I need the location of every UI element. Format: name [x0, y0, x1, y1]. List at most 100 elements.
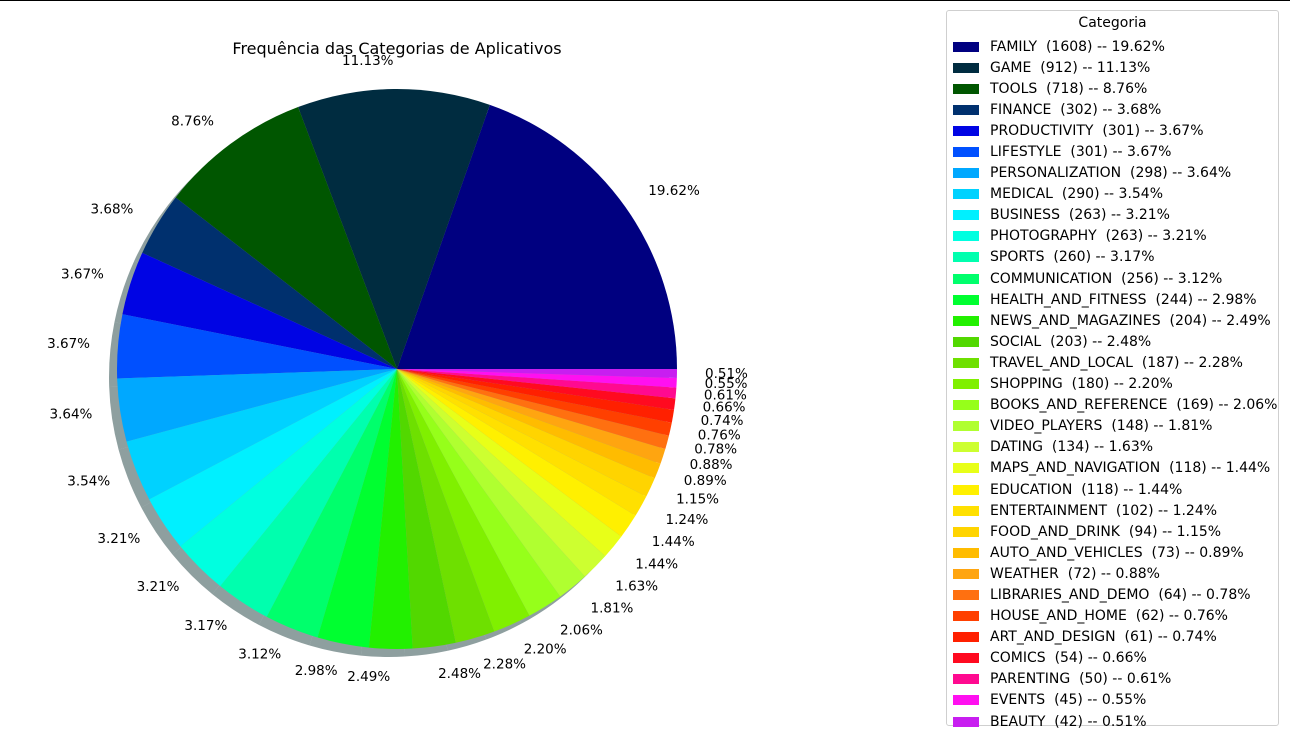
- legend-label: PARENTING (50) -- 0.61%: [990, 671, 1172, 688]
- legend-label: PRODUCTIVITY (301) -- 3.67%: [990, 122, 1204, 139]
- pie-slice-maps-and-navigation: [397, 369, 622, 557]
- pie-slice-game: [298, 89, 490, 370]
- legend-swatch: [953, 716, 979, 727]
- legend-item: PARENTING (50) -- 0.61%: [953, 669, 1277, 690]
- legend-swatch: [953, 62, 979, 73]
- legend-item: PRODUCTIVITY (301) -- 3.67%: [953, 120, 1277, 141]
- pie-chart: Frequência das Categorias de Aplicativos…: [47, 39, 748, 685]
- legend-item: DATING (134) -- 1.63%: [953, 437, 1277, 458]
- legend-swatch: [953, 463, 979, 474]
- legend-swatch: [953, 83, 979, 94]
- slice-pct-label: 19.62%: [648, 183, 700, 199]
- slice-pct-label: 3.21%: [137, 579, 180, 595]
- legend-label: FAMILY (1608) -- 19.62%: [990, 38, 1165, 55]
- legend-swatch: [953, 294, 979, 305]
- legend-swatch: [953, 632, 979, 643]
- pie-slice-social: [397, 369, 456, 649]
- legend-item: TOOLS (718) -- 8.76%: [953, 78, 1277, 99]
- pie-slice-house-and-home: [397, 369, 672, 436]
- legend-swatch: [953, 147, 979, 158]
- pie-slice-beauty: [397, 369, 677, 379]
- legend-label: GAME (912) -- 11.13%: [990, 59, 1151, 76]
- legend-label: DATING (134) -- 1.63%: [990, 439, 1154, 456]
- legend-item: EDUCATION (118) -- 1.44%: [953, 479, 1277, 500]
- legend-label: TOOLS (718) -- 8.76%: [990, 80, 1148, 97]
- legend-label: BUSINESS (263) -- 3.21%: [990, 207, 1170, 224]
- legend-label: ENTERTAINMENT (102) -- 1.24%: [990, 502, 1218, 519]
- legend-item: FINANCE (302) -- 3.68%: [953, 99, 1277, 120]
- legend-item: PHOTOGRAPHY (263) -- 3.21%: [953, 226, 1277, 247]
- legend-item: SPORTS (260) -- 3.17%: [953, 247, 1277, 268]
- pie-slice-libraries-and-demo: [397, 369, 669, 450]
- slice-pct-label: 2.49%: [347, 669, 390, 685]
- slice-pct-label: 0.51%: [705, 366, 748, 382]
- pie-slice-comics: [397, 369, 676, 410]
- chart-title: Frequência das Categorias de Aplicativos: [232, 39, 561, 58]
- pie-slice-health-and-fitness: [317, 369, 397, 648]
- legend-item: BUSINESS (263) -- 3.21%: [953, 205, 1277, 226]
- pie-slice-finance: [142, 197, 397, 369]
- slice-pct-label: 3.67%: [61, 266, 104, 282]
- slice-pct-label: 1.44%: [652, 534, 695, 550]
- pie-slice-communication: [266, 369, 397, 638]
- legend-label: MAPS_AND_NAVIGATION (118) -- 1.44%: [990, 460, 1271, 477]
- legend-item: SHOPPING (180) -- 2.20%: [953, 374, 1277, 395]
- legend-item: BEAUTY (42) -- 0.51%: [953, 711, 1277, 732]
- legend-swatch: [953, 168, 979, 179]
- slice-pct-label: 1.24%: [666, 512, 709, 528]
- pie-slice-books-and-reference: [397, 369, 561, 616]
- legend-label: FINANCE (302) -- 3.68%: [990, 101, 1162, 118]
- legend-label: SHOPPING (180) -- 2.20%: [990, 376, 1173, 393]
- slice-pct-label: 3.17%: [184, 618, 227, 634]
- legend-swatch: [953, 125, 979, 136]
- legend-swatch: [953, 357, 979, 368]
- slice-pct-label: 1.63%: [615, 578, 658, 594]
- slice-pct-label: 0.55%: [705, 376, 748, 392]
- legend-item: EVENTS (45) -- 0.55%: [953, 690, 1277, 711]
- legend-swatch: [953, 589, 979, 600]
- slice-pct-label: 3.21%: [97, 531, 140, 547]
- legend-label: SOCIAL (203) -- 2.48%: [990, 333, 1152, 350]
- pie-slice-video-players: [397, 369, 585, 597]
- pie-slice-education: [397, 369, 636, 537]
- legend-swatch: [953, 547, 979, 558]
- slice-pct-label: 2.48%: [438, 666, 481, 682]
- legend-item: TRAVEL_AND_LOCAL (187) -- 2.28%: [953, 352, 1277, 373]
- pie-labels: 19.62% 11.13% 8.76% 3.68% 3.67% 3.67% 3.64% 3.5…: [47, 53, 748, 685]
- slice-pct-label: 0.61%: [704, 387, 747, 403]
- slice-pct-label: 2.20%: [524, 642, 567, 658]
- legend-label: PERSONALIZATION (298) -- 3.64%: [990, 165, 1232, 182]
- slice-pct-label: 0.78%: [694, 442, 737, 458]
- legend-item: NEWS_AND_MAGAZINES (204) -- 2.49%: [953, 310, 1277, 331]
- legend-item: BOOKS_AND_REFERENCE (169) -- 2.06%: [953, 395, 1277, 416]
- legend-label: TRAVEL_AND_LOCAL (187) -- 2.28%: [990, 354, 1243, 371]
- top-border-line: [0, 0, 1290, 1]
- slice-pct-label: 2.98%: [295, 663, 338, 679]
- slice-pct-label: 3.68%: [91, 202, 134, 218]
- legend-item: COMICS (54) -- 0.66%: [953, 648, 1277, 669]
- legend-label: WEATHER (72) -- 0.88%: [990, 565, 1160, 582]
- slice-pct-label: 1.15%: [676, 491, 719, 507]
- legend-item: VIDEO_PLAYERS (148) -- 1.81%: [953, 416, 1277, 437]
- legend-swatch: [953, 505, 979, 516]
- legend-label: SPORTS (260) -- 3.17%: [990, 249, 1155, 266]
- pie-slice-dating: [397, 369, 606, 577]
- legend-item: HOUSE_AND_HOME (62) -- 0.76%: [953, 606, 1277, 627]
- legend-label: HOUSE_AND_HOME (62) -- 0.76%: [990, 608, 1228, 625]
- legend-label: FOOD_AND_DRINK (94) -- 1.15%: [990, 523, 1222, 540]
- legend-swatch: [953, 442, 979, 453]
- legend-swatch: [953, 674, 979, 685]
- legend-item: WEATHER (72) -- 0.88%: [953, 563, 1277, 584]
- slice-pct-label: 1.44%: [635, 556, 678, 572]
- legend-swatch: [953, 231, 979, 242]
- pie-slice-travel-and-local: [397, 369, 495, 643]
- pie-slice-weather: [397, 369, 666, 464]
- legend-label: COMMUNICATION (256) -- 3.12%: [990, 270, 1223, 287]
- legend-item: PERSONALIZATION (298) -- 3.64%: [953, 163, 1277, 184]
- pie-slice-personalization: [117, 369, 397, 442]
- legend-item: COMMUNICATION (256) -- 3.12%: [953, 268, 1277, 289]
- legend-item: FOOD_AND_DRINK (94) -- 1.15%: [953, 521, 1277, 542]
- legend-swatch: [953, 421, 979, 432]
- legend-item: GAME (912) -- 11.13%: [953, 57, 1277, 78]
- pie-slice-events: [397, 369, 677, 388]
